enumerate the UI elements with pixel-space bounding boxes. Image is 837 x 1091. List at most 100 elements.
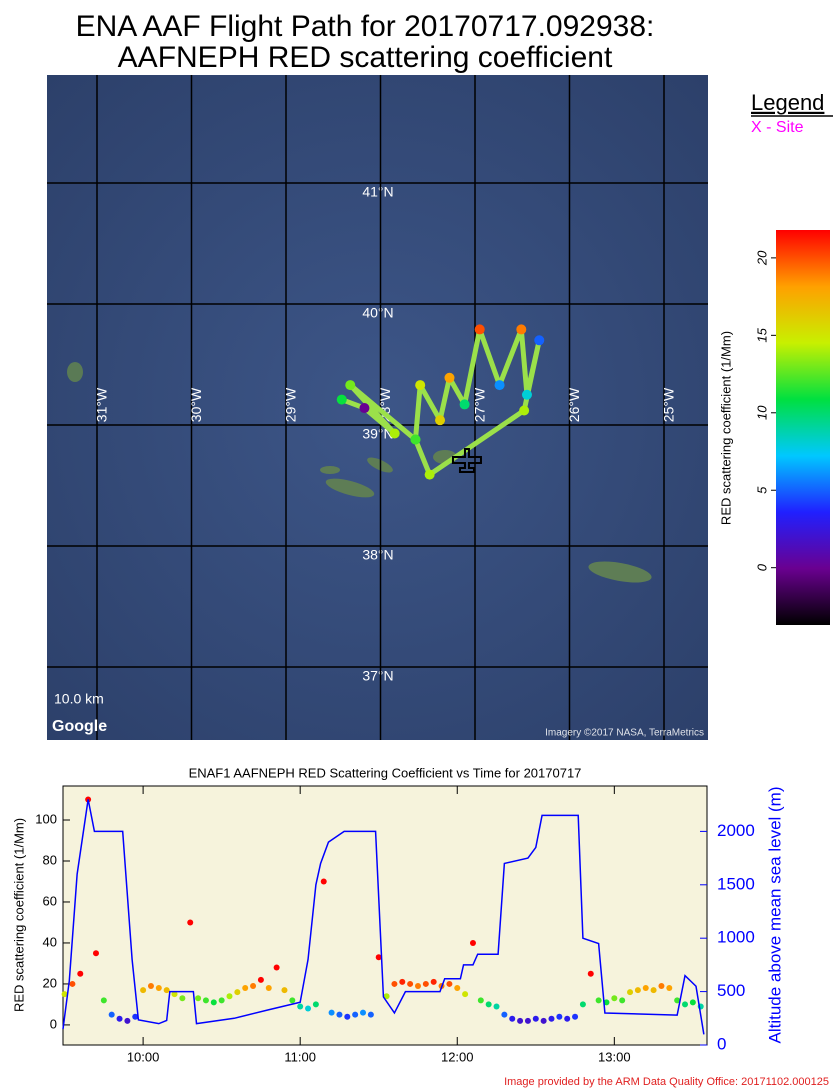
scattering-point xyxy=(414,982,421,989)
scattering-point xyxy=(92,950,99,957)
scattering-point xyxy=(242,985,249,992)
scattering-point xyxy=(147,982,154,989)
legend-site: X - Site xyxy=(751,119,804,136)
scattering-point xyxy=(493,1003,500,1010)
scattering-point xyxy=(140,987,147,994)
scattering-point xyxy=(265,985,272,992)
scattering-point xyxy=(462,991,469,998)
scattering-point xyxy=(689,999,696,1006)
flight-point xyxy=(435,415,446,426)
scattering-point xyxy=(305,1005,312,1012)
scattering-point xyxy=(155,985,162,992)
scattering-point xyxy=(210,999,217,1006)
y-tick-label: 40 xyxy=(43,934,57,949)
scattering-point xyxy=(446,980,453,987)
scattering-point xyxy=(564,1015,571,1022)
scattering-point xyxy=(469,939,476,946)
scattering-point xyxy=(108,1011,115,1018)
flight-point xyxy=(519,405,530,416)
scattering-point xyxy=(587,970,594,977)
scattering-point xyxy=(391,980,398,987)
scattering-point xyxy=(619,997,626,1004)
scattering-point xyxy=(627,989,634,996)
legend-title: Legend xyxy=(751,90,824,115)
scattering-point xyxy=(77,970,84,977)
lon-label: 29°W xyxy=(283,387,299,422)
scattering-point xyxy=(501,1011,508,1018)
x-tick-label: 10:00 xyxy=(127,1049,160,1064)
scattering-point xyxy=(116,1015,123,1022)
lat-label: 39°N xyxy=(362,426,393,442)
scattering-point xyxy=(399,978,406,985)
scattering-point xyxy=(320,878,327,885)
y-tick-label: 100 xyxy=(35,811,57,826)
scattering-point xyxy=(163,987,170,994)
island xyxy=(588,561,652,583)
y2-tick-label: 0 xyxy=(717,1034,726,1053)
scattering-point xyxy=(336,1011,343,1018)
scattering-point xyxy=(344,1013,351,1020)
lat-label: 38°N xyxy=(362,547,393,563)
scattering-point xyxy=(179,995,186,1002)
site-marker xyxy=(451,448,482,474)
lon-label: 30°W xyxy=(188,387,204,422)
x-tick-label: 13:00 xyxy=(598,1049,631,1064)
plot-area xyxy=(62,785,708,1046)
lon-label: 25°W xyxy=(661,387,677,422)
x-tick-label: 12:00 xyxy=(441,1049,474,1064)
x-tick-label: 11:00 xyxy=(284,1049,316,1064)
island xyxy=(320,466,340,474)
scattering-point xyxy=(634,987,641,994)
flight-point xyxy=(459,399,470,410)
colorbar-tick-label: 5 xyxy=(754,486,769,494)
colorbar-label: RED scattering coefficient (1/Mm) xyxy=(718,331,733,525)
flight-point xyxy=(494,380,505,391)
y2-tick-label: 2000 xyxy=(717,821,755,840)
scattering-point xyxy=(524,1017,531,1024)
scattering-point xyxy=(666,985,673,992)
lat-label: 37°N xyxy=(362,668,393,684)
scattering-point xyxy=(289,997,296,1004)
flight-point xyxy=(336,394,347,405)
scattering-point xyxy=(407,980,414,987)
flight-point xyxy=(534,335,545,346)
lon-label: 27°W xyxy=(472,387,488,422)
y-tick-label: 60 xyxy=(43,893,57,908)
scattering-point xyxy=(579,1001,586,1008)
scattering-point xyxy=(509,1015,516,1022)
scattering-point xyxy=(650,987,657,994)
scattering-point xyxy=(218,997,225,1004)
scattering-point xyxy=(422,980,429,987)
footer: Image provided by the ARM Data Quality O… xyxy=(504,1076,829,1088)
flight-point xyxy=(521,389,532,400)
scattering-point xyxy=(642,985,649,992)
y-label: RED scattering coefficient (1/Mm) xyxy=(11,818,26,1012)
scattering-point xyxy=(658,982,665,989)
scattering-point xyxy=(532,1015,539,1022)
scattering-point xyxy=(367,1011,374,1018)
title: AAFNEPH RED scattering coefficient xyxy=(118,41,613,74)
scattering-point xyxy=(540,1017,547,1024)
lon-label: 26°W xyxy=(566,387,582,422)
scattering-point xyxy=(611,995,618,1002)
scattering-point xyxy=(375,954,382,961)
scattering-point xyxy=(360,1009,367,1016)
colorbar-tick-label: 20 xyxy=(754,250,769,266)
island xyxy=(325,478,375,498)
flight-point xyxy=(415,380,426,391)
scattering-point xyxy=(572,1013,579,1020)
scattering-point xyxy=(454,985,461,992)
colorbar xyxy=(776,230,830,625)
altitude-line xyxy=(62,799,705,1035)
y2-tick-label: 500 xyxy=(717,981,745,1000)
scattering-point xyxy=(477,997,484,1004)
scattering-point xyxy=(548,1015,555,1022)
island xyxy=(67,362,83,382)
scattering-point xyxy=(281,987,288,994)
plot-layer xyxy=(61,796,705,1035)
colorbar-tick-label: 15 xyxy=(754,327,769,342)
map-attribution: Imagery ©2017 NASA, TerraMetrics xyxy=(545,728,704,739)
chart-title: ENAF1 AAFNEPH RED Scattering Coefficient… xyxy=(189,765,582,780)
scale-label: 10.0 km xyxy=(54,691,104,707)
